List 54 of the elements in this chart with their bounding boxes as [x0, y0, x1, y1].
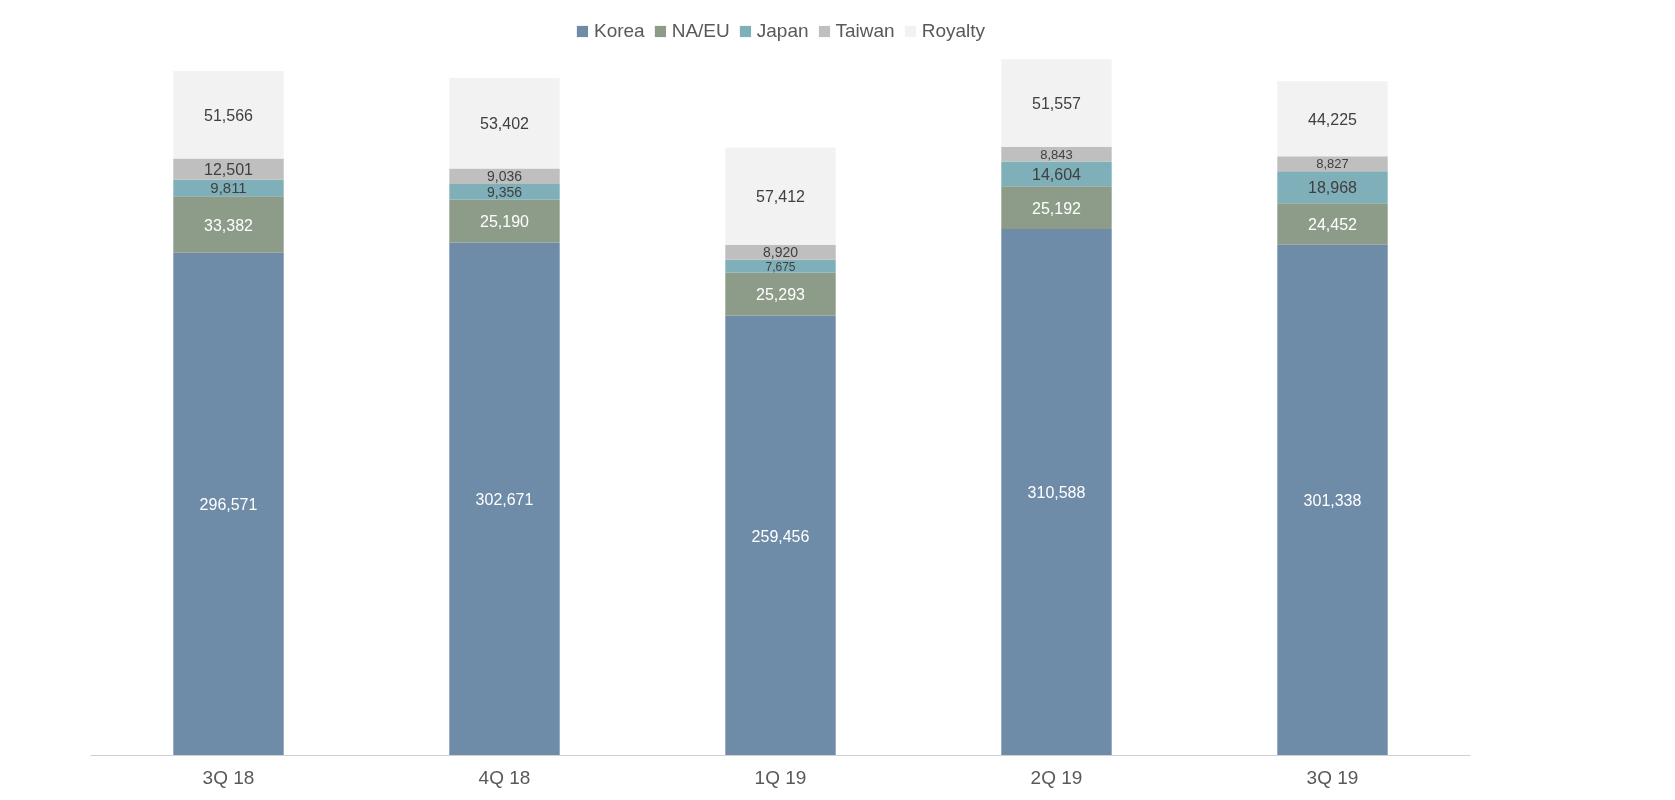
- x-tick-label: 2Q 19: [1030, 766, 1083, 788]
- legend-label: Japan: [756, 20, 809, 42]
- bar: [173, 196, 284, 253]
- data-label: 24,452: [1308, 216, 1358, 234]
- bar: [449, 78, 560, 169]
- data-label: 302,671: [475, 490, 534, 508]
- bar: [725, 147, 836, 245]
- x-tick-label: 3Q 19: [1306, 766, 1359, 788]
- data-label: 7,675: [765, 259, 796, 274]
- x-tick-label: 3Q 18: [202, 766, 255, 788]
- data-label: 12,501: [204, 161, 254, 179]
- data-label: 301,338: [1303, 492, 1362, 510]
- bar: [1277, 171, 1388, 204]
- bar: [725, 259, 836, 273]
- data-label: 9,811: [210, 178, 247, 196]
- bar: [1001, 59, 1112, 147]
- data-label: 9,356: [486, 183, 523, 200]
- legend-label: Royalty: [921, 20, 986, 42]
- data-label: 18,968: [1308, 179, 1358, 197]
- data-label: 259,456: [751, 527, 810, 545]
- bar: [449, 199, 560, 243]
- data-label: 8,827: [1316, 156, 1349, 172]
- bar: [1277, 203, 1388, 245]
- legend-label: NA/EU: [671, 20, 730, 42]
- bar: [1001, 186, 1112, 230]
- x-tick-label: 4Q 18: [478, 766, 531, 788]
- x-tick-label: 1Q 19: [754, 766, 807, 788]
- bar: [1277, 244, 1388, 756]
- data-label: 25,192: [1032, 199, 1082, 217]
- data-label: 51,566: [204, 106, 254, 124]
- data-label: 44,225: [1308, 110, 1358, 128]
- data-label: 8,920: [762, 244, 799, 261]
- data-label: 25,293: [756, 286, 806, 304]
- data-label: 25,190: [480, 213, 530, 231]
- bar: [1277, 81, 1388, 157]
- bar: [725, 315, 836, 756]
- bar: [173, 252, 284, 756]
- legend-label: Taiwan: [835, 20, 895, 42]
- data-label: 8,843: [1040, 146, 1073, 162]
- data-label: 53,402: [480, 115, 530, 133]
- data-label: 296,571: [199, 496, 258, 514]
- bar: [173, 71, 284, 159]
- data-label: 57,412: [756, 188, 806, 206]
- data-label: 310,588: [1027, 484, 1086, 502]
- data-label: 9,036: [486, 168, 523, 185]
- bar: [1277, 156, 1388, 172]
- legend-label: Korea: [593, 20, 645, 42]
- data-label: 33,382: [204, 216, 254, 234]
- bar: [173, 158, 284, 180]
- bar: [725, 272, 836, 316]
- data-label: 14,604: [1032, 165, 1082, 183]
- bar: [1001, 229, 1112, 756]
- data-label: 51,557: [1032, 94, 1082, 112]
- bar: [449, 242, 560, 756]
